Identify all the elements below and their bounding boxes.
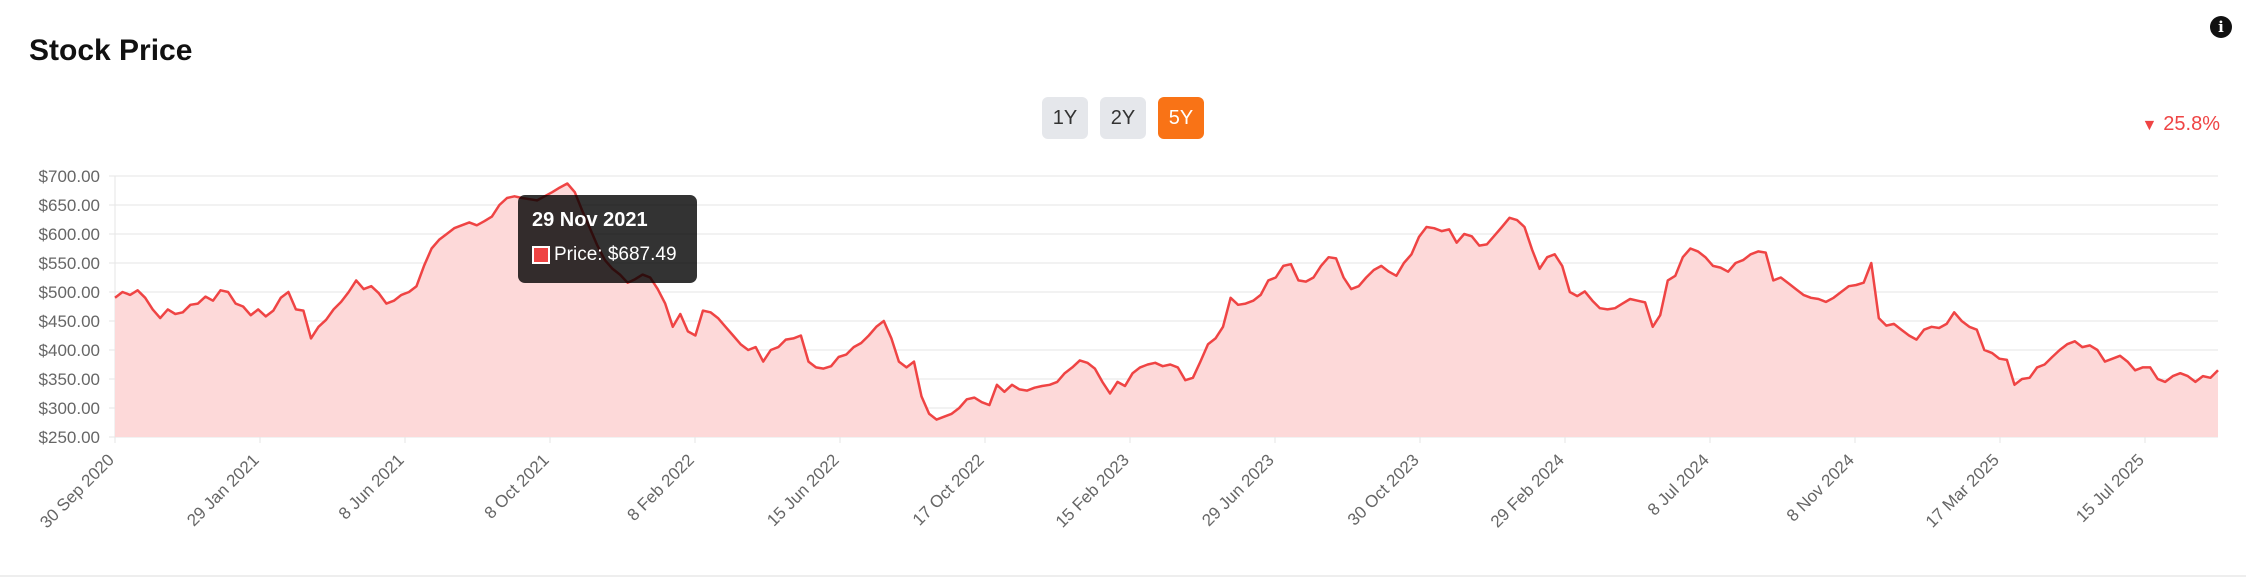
y-tick-label: $350.00: [39, 370, 100, 389]
price-change: ▼ 25.8%: [2141, 113, 2220, 136]
y-tick-label: $450.00: [39, 312, 100, 331]
page-title: Stock Price: [29, 34, 193, 67]
x-axis: 30 Sep 2020 29 Jan 2021 8 Jun 2021 8 Oct 20…: [36, 450, 2148, 532]
x-tick-label: 8 Jul 2024: [1644, 450, 1713, 519]
series-color-swatch: [532, 246, 550, 264]
x-tick-label: 8 Oct 2021: [481, 450, 553, 522]
y-tick-label: $550.00: [39, 254, 100, 273]
x-tick-label: 17 Mar 2025: [1922, 450, 2003, 531]
y-tick-label: $250.00: [39, 428, 100, 447]
x-tick-label: 29 Jun 2023: [1198, 450, 1278, 530]
y-tick-label: $700.00: [39, 167, 100, 186]
x-tick-label: 30 Sep 2020: [36, 450, 118, 532]
x-tick-label: 30 Oct 2023: [1344, 450, 1423, 529]
price-area: [115, 183, 2218, 437]
y-tick-label: $600.00: [39, 225, 100, 244]
range-2y-button[interactable]: 2Y: [1100, 97, 1146, 139]
x-tick-label: 15 Jul 2025: [2072, 450, 2148, 526]
x-tick-label: 15 Jun 2022: [763, 450, 843, 530]
y-tick-label: $400.00: [39, 341, 100, 360]
tooltip-date: 29 Nov 2021: [532, 209, 648, 231]
y-axis: $700.00 $650.00 $600.00 $550.00 $500.00 $450.…: [39, 167, 100, 447]
x-tick-label: 8 Feb 2022: [624, 450, 698, 524]
x-tick-label: 17 Oct 2022: [909, 450, 988, 529]
y-tick-label: $300.00: [39, 399, 100, 418]
range-1y-button[interactable]: 1Y: [1042, 97, 1088, 139]
x-tick-label: 8 Nov 2024: [1783, 450, 1858, 525]
range-selector: 1Y 2Y 5Y: [1042, 97, 1204, 139]
range-5y-button[interactable]: 5Y: [1158, 97, 1204, 139]
chart-tooltip: 29 Nov 2021 Price: $687.49: [518, 195, 697, 283]
tooltip-price: Price: $687.49: [554, 244, 677, 265]
x-tick-label: 15 Feb 2023: [1052, 450, 1133, 531]
down-arrow-icon: ▼: [2141, 117, 2158, 134]
price-change-value: 25.8%: [2163, 113, 2220, 135]
y-tick-label: $500.00: [39, 283, 100, 302]
x-tick-label: 8 Jun 2021: [335, 450, 408, 523]
y-tick-label: $650.00: [39, 196, 100, 215]
tooltip-price-row: Price: $687.49: [532, 244, 683, 266]
x-tick-label: 29 Jan 2021: [183, 450, 263, 530]
price-line: [114, 182, 2219, 421]
divider: [0, 575, 2246, 577]
x-tick-label: 29 Feb 2024: [1487, 450, 1568, 531]
info-icon[interactable]: i: [2210, 16, 2232, 38]
